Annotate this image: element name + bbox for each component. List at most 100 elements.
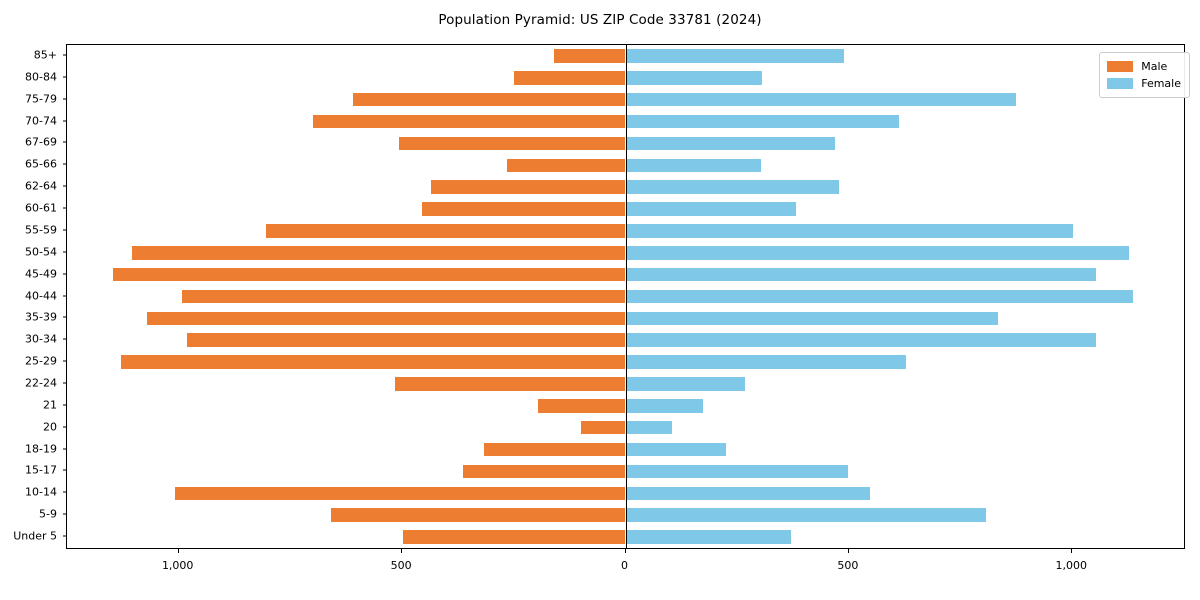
bar-row: [67, 508, 1184, 522]
plot-area: [66, 44, 1185, 549]
bar-row: [67, 267, 1184, 282]
zero-axis-line: [625, 45, 627, 548]
bar-female[interactable]: [625, 245, 1130, 260]
bar-row: [67, 333, 1184, 347]
bar-male[interactable]: [131, 245, 626, 260]
bar-female[interactable]: [625, 399, 703, 413]
y-tick-label: 21: [43, 398, 57, 412]
bar-male[interactable]: [112, 267, 626, 282]
x-tick-label: 500: [837, 559, 859, 572]
bar-row: [67, 420, 1184, 435]
bar-male[interactable]: [402, 530, 626, 544]
y-tick-label: 25-29: [25, 354, 57, 368]
bar-female[interactable]: [625, 355, 907, 369]
legend-label-male: Male: [1141, 60, 1168, 73]
legend-item-male[interactable]: Male: [1107, 58, 1181, 75]
x-tick-label: 1,000: [1055, 559, 1088, 572]
bar-row: [67, 49, 1184, 63]
bar-female[interactable]: [625, 49, 844, 63]
y-tick-mark: [62, 54, 66, 56]
y-tick-label: Under 5: [13, 529, 57, 543]
bar-female[interactable]: [625, 486, 870, 501]
bar-row: [67, 530, 1184, 544]
bar-female[interactable]: [625, 442, 726, 457]
bar-male[interactable]: [538, 399, 626, 413]
bar-female[interactable]: [625, 158, 761, 173]
bar-male[interactable]: [352, 92, 626, 107]
bar-male[interactable]: [174, 486, 626, 501]
y-tick-label: 85+: [33, 48, 57, 62]
bar-male[interactable]: [395, 377, 626, 391]
bar-female[interactable]: [625, 136, 835, 151]
x-tick-mark: [177, 549, 179, 553]
bar-female[interactable]: [625, 311, 999, 326]
bar-male[interactable]: [513, 71, 626, 85]
bar-female[interactable]: [625, 92, 1016, 107]
x-tick-mark: [401, 549, 403, 553]
bar-female[interactable]: [625, 530, 791, 544]
bar-row: [67, 224, 1184, 238]
bar-male[interactable]: [331, 508, 626, 522]
bar-female[interactable]: [625, 289, 1133, 304]
bar-row: [67, 114, 1184, 129]
bar-row: [67, 180, 1184, 194]
bar-female[interactable]: [625, 224, 1074, 238]
bar-male[interactable]: [463, 464, 626, 479]
bar-male[interactable]: [581, 420, 626, 435]
bar-male[interactable]: [431, 180, 626, 194]
y-tick-label: 80-84: [25, 70, 57, 84]
bar-male[interactable]: [147, 311, 626, 326]
bar-row: [67, 92, 1184, 107]
x-tick-mark: [847, 549, 849, 553]
bar-female[interactable]: [625, 180, 840, 194]
y-tick-mark: [62, 120, 66, 122]
y-tick-mark: [62, 360, 66, 362]
bar-female[interactable]: [625, 464, 848, 479]
bar-male[interactable]: [553, 49, 626, 63]
y-tick-label: 20: [43, 420, 57, 434]
bar-male[interactable]: [312, 114, 626, 129]
bar-male[interactable]: [422, 202, 626, 216]
bar-male[interactable]: [265, 224, 626, 238]
y-tick-mark: [62, 207, 66, 209]
legend: Male Female: [1099, 52, 1190, 98]
y-tick-mark: [62, 469, 66, 471]
bar-row: [67, 355, 1184, 369]
bar-female[interactable]: [625, 420, 672, 435]
bar-female[interactable]: [625, 267, 1096, 282]
bar-female[interactable]: [625, 202, 796, 216]
bar-male[interactable]: [120, 355, 626, 369]
y-tick-mark: [62, 535, 66, 537]
bar-female[interactable]: [625, 71, 762, 85]
legend-swatch-female: [1107, 78, 1134, 89]
x-tick-mark: [1071, 549, 1073, 553]
bar-male[interactable]: [398, 136, 626, 151]
bar-female[interactable]: [625, 377, 745, 391]
bar-female[interactable]: [625, 114, 899, 129]
chart-title: Population Pyramid: US ZIP Code 33781 (2…: [438, 12, 762, 28]
y-tick-label: 50-54: [25, 245, 57, 259]
y-tick-mark: [62, 163, 66, 165]
y-tick-label: 60-61: [25, 201, 57, 215]
bar-male[interactable]: [507, 158, 626, 173]
bar-row: [67, 442, 1184, 457]
bar-female[interactable]: [625, 508, 986, 522]
bar-male[interactable]: [181, 289, 626, 304]
bar-female[interactable]: [625, 333, 1096, 347]
y-tick-mark: [62, 513, 66, 515]
y-tick-label: 5-9: [39, 507, 57, 521]
y-tick-mark: [62, 76, 66, 78]
y-tick-mark: [62, 404, 66, 406]
bar-row: [67, 311, 1184, 326]
bar-male[interactable]: [484, 442, 626, 457]
y-tick-mark: [62, 316, 66, 318]
y-tick-label: 40-44: [25, 289, 57, 302]
y-tick-label: 15-17: [25, 463, 57, 477]
bar-row: [67, 464, 1184, 479]
y-tick-mark: [62, 338, 66, 340]
bar-male[interactable]: [186, 333, 626, 347]
x-tick-label: 1,000: [161, 559, 194, 572]
y-tick-mark: [62, 229, 66, 231]
legend-item-female[interactable]: Female: [1107, 75, 1181, 92]
